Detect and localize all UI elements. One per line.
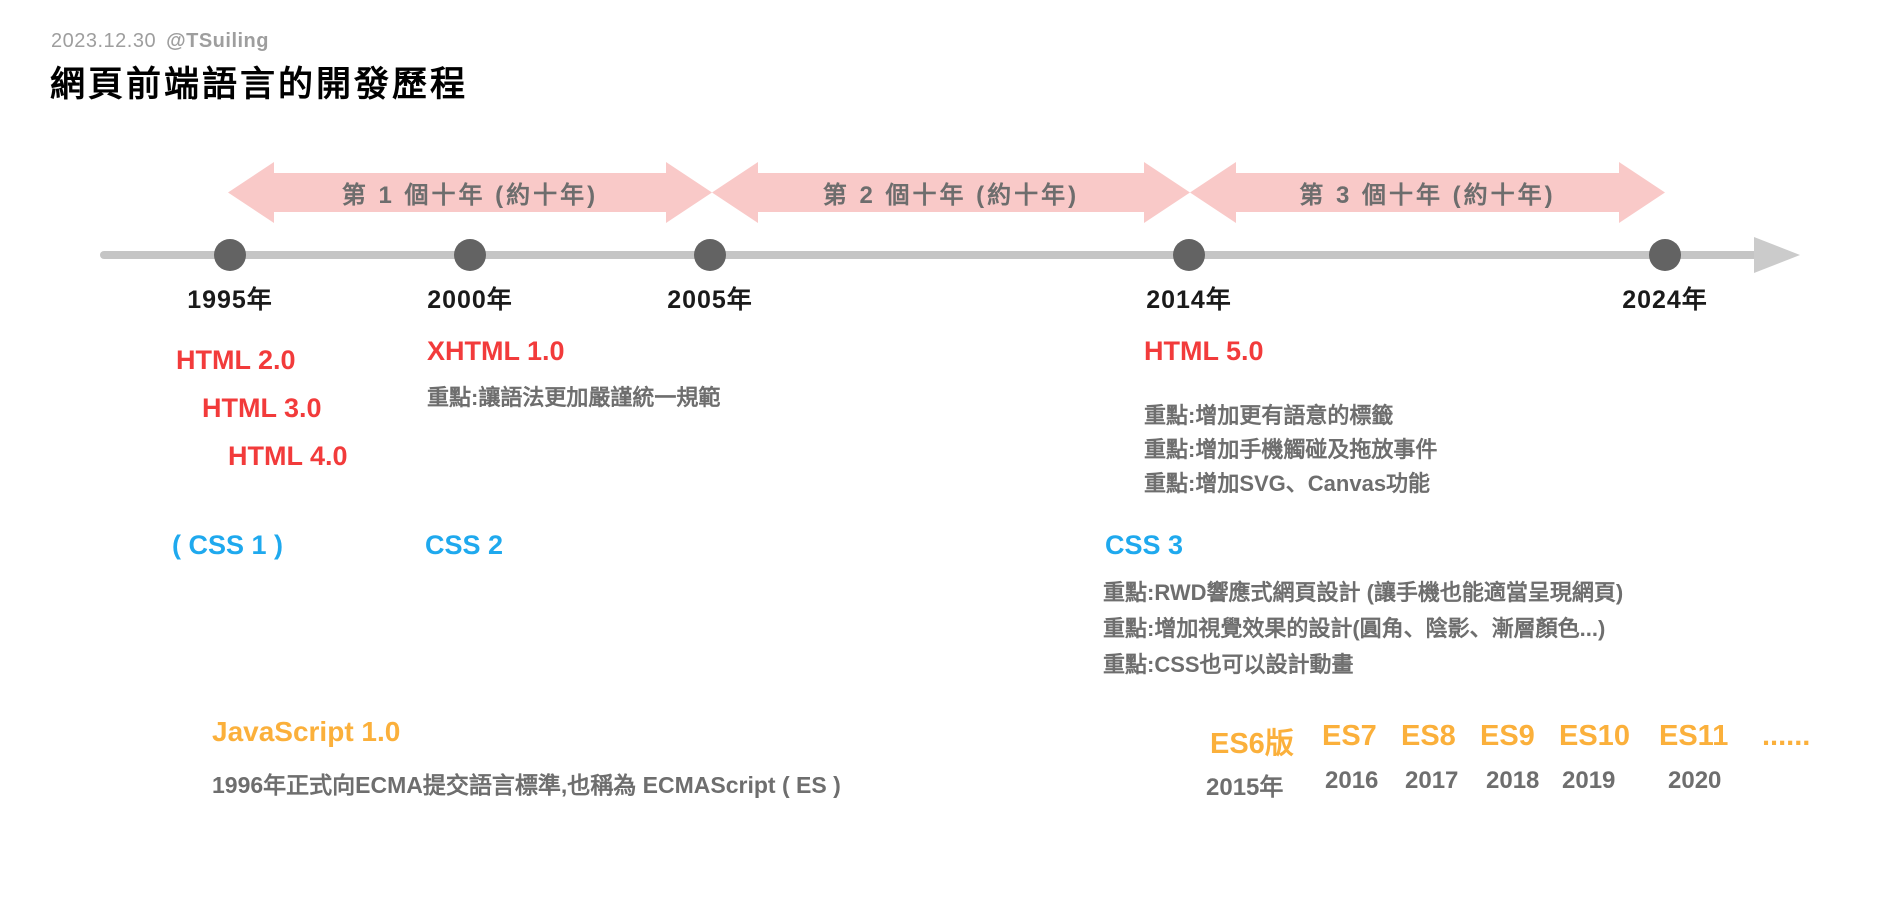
es9-label: ES9 [1480,720,1535,752]
html4-label: HTML 4.0 [228,441,348,471]
css3-title: CSS 3 [1105,530,1184,560]
decade-arrow-1: 第 1 個十年 (約十年) [228,162,712,223]
html5-note-3: 重點:增加SVG、Canvas功能 [1144,471,1431,496]
es8-label: ES8 [1401,720,1456,752]
css3-note-3: 重點:CSS也可以設計動畫 [1103,652,1354,677]
css3-note-2: 重點:增加視覺效果的設計(圓角、陰影、漸層顏色...) [1103,616,1606,641]
css3-note-1: 重點:RWD響應式網頁設計 (讓手機也能適當呈現網頁) [1103,580,1624,605]
es-year-2020: 2020 [1668,767,1722,794]
html5-note-1: 重點:增加更有語意的標籤 [1144,403,1394,428]
timeline-dot-2000 [454,239,486,271]
author-handle: @TSuiling [166,30,269,52]
timeline-dot-1995 [214,239,246,271]
html2-label: HTML 2.0 [176,345,296,375]
page-title: 網頁前端語言的開發歷程 [50,65,469,104]
html5-notes: 重點:增加更有語意的標籤 重點:增加手機觸碰及拖放事件 重點:增加SVG、Can… [1144,399,1437,501]
css2-title: CSS 2 [425,530,504,560]
html3-label: HTML 3.0 [202,393,322,423]
decade-arrow-1-label: 第 1 個十年 (約十年) [341,182,599,209]
year-label-2014: 2014年 [1146,286,1232,314]
html5-title: HTML 5.0 [1144,336,1264,366]
year-label-2000: 2000年 [427,286,513,314]
year-label-2005: 2005年 [667,286,753,314]
html-early-versions: HTML 2.0 HTML 3.0 HTML 4.0 [176,336,348,480]
html5-note-2: 重點:增加手機觸碰及拖放事件 [1144,437,1438,462]
javascript-note: 1996年正式向ECMA提交語言標準,也稱為 ECMAScript ( ES ) [212,772,841,798]
xhtml-note: 重點:讓語法更加嚴謹統一規範 [427,385,721,410]
es11-label: ES11 [1659,720,1729,752]
timeline-dot-2024 [1649,239,1681,271]
timeline-line [100,251,1758,259]
es-year-2017: 2017 [1405,767,1459,794]
es-ellipsis-label: ...... [1762,720,1811,752]
year-label-1995: 1995年 [187,286,273,314]
decade-arrow-3-label: 第 3 個十年 (約十年) [1299,182,1556,209]
decade-arrow-2-label: 第 2 個十年 (約十年) [822,182,1080,209]
timeline-dot-2005 [694,239,726,271]
decade-arrow-2: 第 2 個十年 (約十年) [712,162,1190,223]
year-label-2024: 2024年 [1622,286,1708,314]
css1-title: ( CSS 1 ) [172,530,284,560]
javascript-title: JavaScript 1.0 [212,716,401,747]
decade-arrow-3: 第 3 個十年 (約十年) [1190,162,1665,223]
timeline-dot-2014 [1173,239,1205,271]
css3-notes: 重點:RWD響應式網頁設計 (讓手機也能適當呈現網頁) 重點:增加視覺效果的設計… [1103,575,1623,683]
es-year-2016: 2016 [1325,767,1379,794]
es-year-2018: 2018 [1486,767,1540,794]
es-year-2015: 2015年 [1206,774,1284,801]
xhtml-title: XHTML 1.0 [427,336,565,366]
es-year-2019: 2019 [1562,767,1616,794]
es6-label: ES6版 [1210,728,1294,760]
timeline-arrowhead-icon [1754,237,1800,273]
date-text: 2023.12.30 [51,30,157,52]
es10-label: ES10 [1559,720,1630,752]
es7-label: ES7 [1322,720,1377,752]
meta-line: 2023.12.30 @TSuiling [51,30,269,53]
